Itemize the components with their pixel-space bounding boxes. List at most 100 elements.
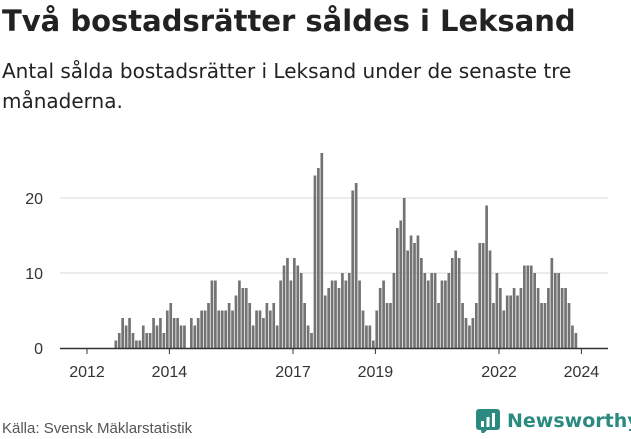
highlight-value-label: 2	[579, 0, 589, 4]
bar	[385, 303, 389, 348]
bar	[193, 325, 197, 348]
bar	[258, 310, 262, 348]
bar	[262, 318, 265, 348]
bar	[574, 333, 578, 348]
bar	[495, 273, 499, 348]
bar	[172, 318, 176, 348]
bar	[135, 340, 138, 348]
bar	[293, 258, 296, 348]
bar	[255, 310, 258, 348]
bar	[557, 273, 561, 348]
bar	[389, 303, 392, 348]
bar	[457, 258, 461, 348]
bar	[214, 280, 217, 348]
bar	[488, 250, 492, 348]
bar	[564, 288, 567, 348]
bar	[169, 303, 173, 348]
bar	[526, 265, 530, 348]
bar	[553, 273, 557, 348]
newsworthy-logo-icon	[476, 409, 500, 433]
y-tick-label-20: 20	[25, 191, 43, 208]
bar	[217, 310, 221, 348]
bar	[447, 273, 451, 348]
x-tick-label-2017: 2017	[275, 364, 311, 381]
bar	[162, 333, 166, 348]
bar	[306, 325, 310, 348]
bar	[423, 273, 427, 348]
bar	[303, 303, 306, 348]
bar	[114, 340, 118, 348]
bar	[523, 265, 526, 348]
bar	[512, 288, 516, 348]
bar	[519, 288, 523, 348]
bar	[361, 310, 365, 348]
bar	[323, 295, 327, 348]
bar	[190, 318, 193, 348]
bar	[289, 280, 293, 348]
bar	[141, 325, 145, 348]
bar	[378, 288, 382, 348]
bar	[200, 310, 203, 348]
bar	[207, 303, 210, 348]
bar	[265, 303, 269, 348]
bar	[437, 303, 440, 348]
bar	[317, 168, 320, 348]
bar	[203, 310, 207, 348]
bar	[464, 318, 468, 348]
bar	[440, 280, 444, 348]
source-note: Källa: Svensk Mäklarstatistik	[2, 420, 193, 437]
bar	[337, 288, 341, 348]
bar-chart: 0 10 20 2 2012 2014 2017 2019 2022 2024	[25, 0, 608, 381]
bar	[567, 303, 571, 348]
bar	[474, 303, 478, 348]
chart-subtitle: Antal sålda bostadsrätter i Leksand unde…	[2, 59, 572, 113]
gridlines	[60, 197, 608, 274]
bar	[505, 295, 509, 348]
bar	[399, 220, 403, 348]
bar	[571, 325, 574, 348]
bar	[176, 318, 179, 348]
bar	[351, 190, 355, 348]
bar	[248, 303, 252, 348]
bar	[275, 325, 279, 348]
bar	[413, 243, 416, 348]
x-tick-label-2019: 2019	[358, 364, 394, 381]
y-tick-label-10: 10	[25, 266, 43, 283]
bar	[244, 288, 248, 348]
bar	[481, 243, 485, 348]
bar	[461, 303, 464, 348]
bar	[540, 303, 543, 348]
bar	[131, 333, 135, 348]
bar	[499, 288, 502, 348]
bar	[210, 280, 214, 348]
bar	[241, 288, 245, 348]
bar	[138, 340, 142, 348]
bar	[231, 310, 234, 348]
bar	[128, 318, 131, 348]
bar	[220, 310, 224, 348]
bar	[354, 183, 358, 348]
bar	[334, 280, 337, 348]
bar	[286, 258, 289, 348]
brand-name: Newsworthy	[507, 410, 631, 432]
bar	[454, 250, 458, 348]
bar	[124, 325, 128, 348]
bar	[368, 325, 372, 348]
bar	[450, 258, 454, 348]
bar	[529, 265, 533, 348]
bar	[430, 273, 434, 348]
bar	[426, 280, 430, 348]
bar	[148, 333, 152, 348]
bar	[227, 303, 231, 348]
axes: 0 10 20 2 2012 2014 2017 2019 2022 2024	[25, 0, 608, 381]
bar	[183, 325, 186, 348]
bar	[468, 325, 471, 348]
bar	[550, 258, 554, 348]
brand-logo[interactable]: Newsworthy	[476, 409, 631, 433]
bar	[296, 265, 300, 348]
bar	[299, 273, 303, 348]
bar	[536, 288, 540, 348]
bar	[282, 265, 286, 348]
bar	[471, 318, 475, 348]
bar	[406, 250, 409, 348]
